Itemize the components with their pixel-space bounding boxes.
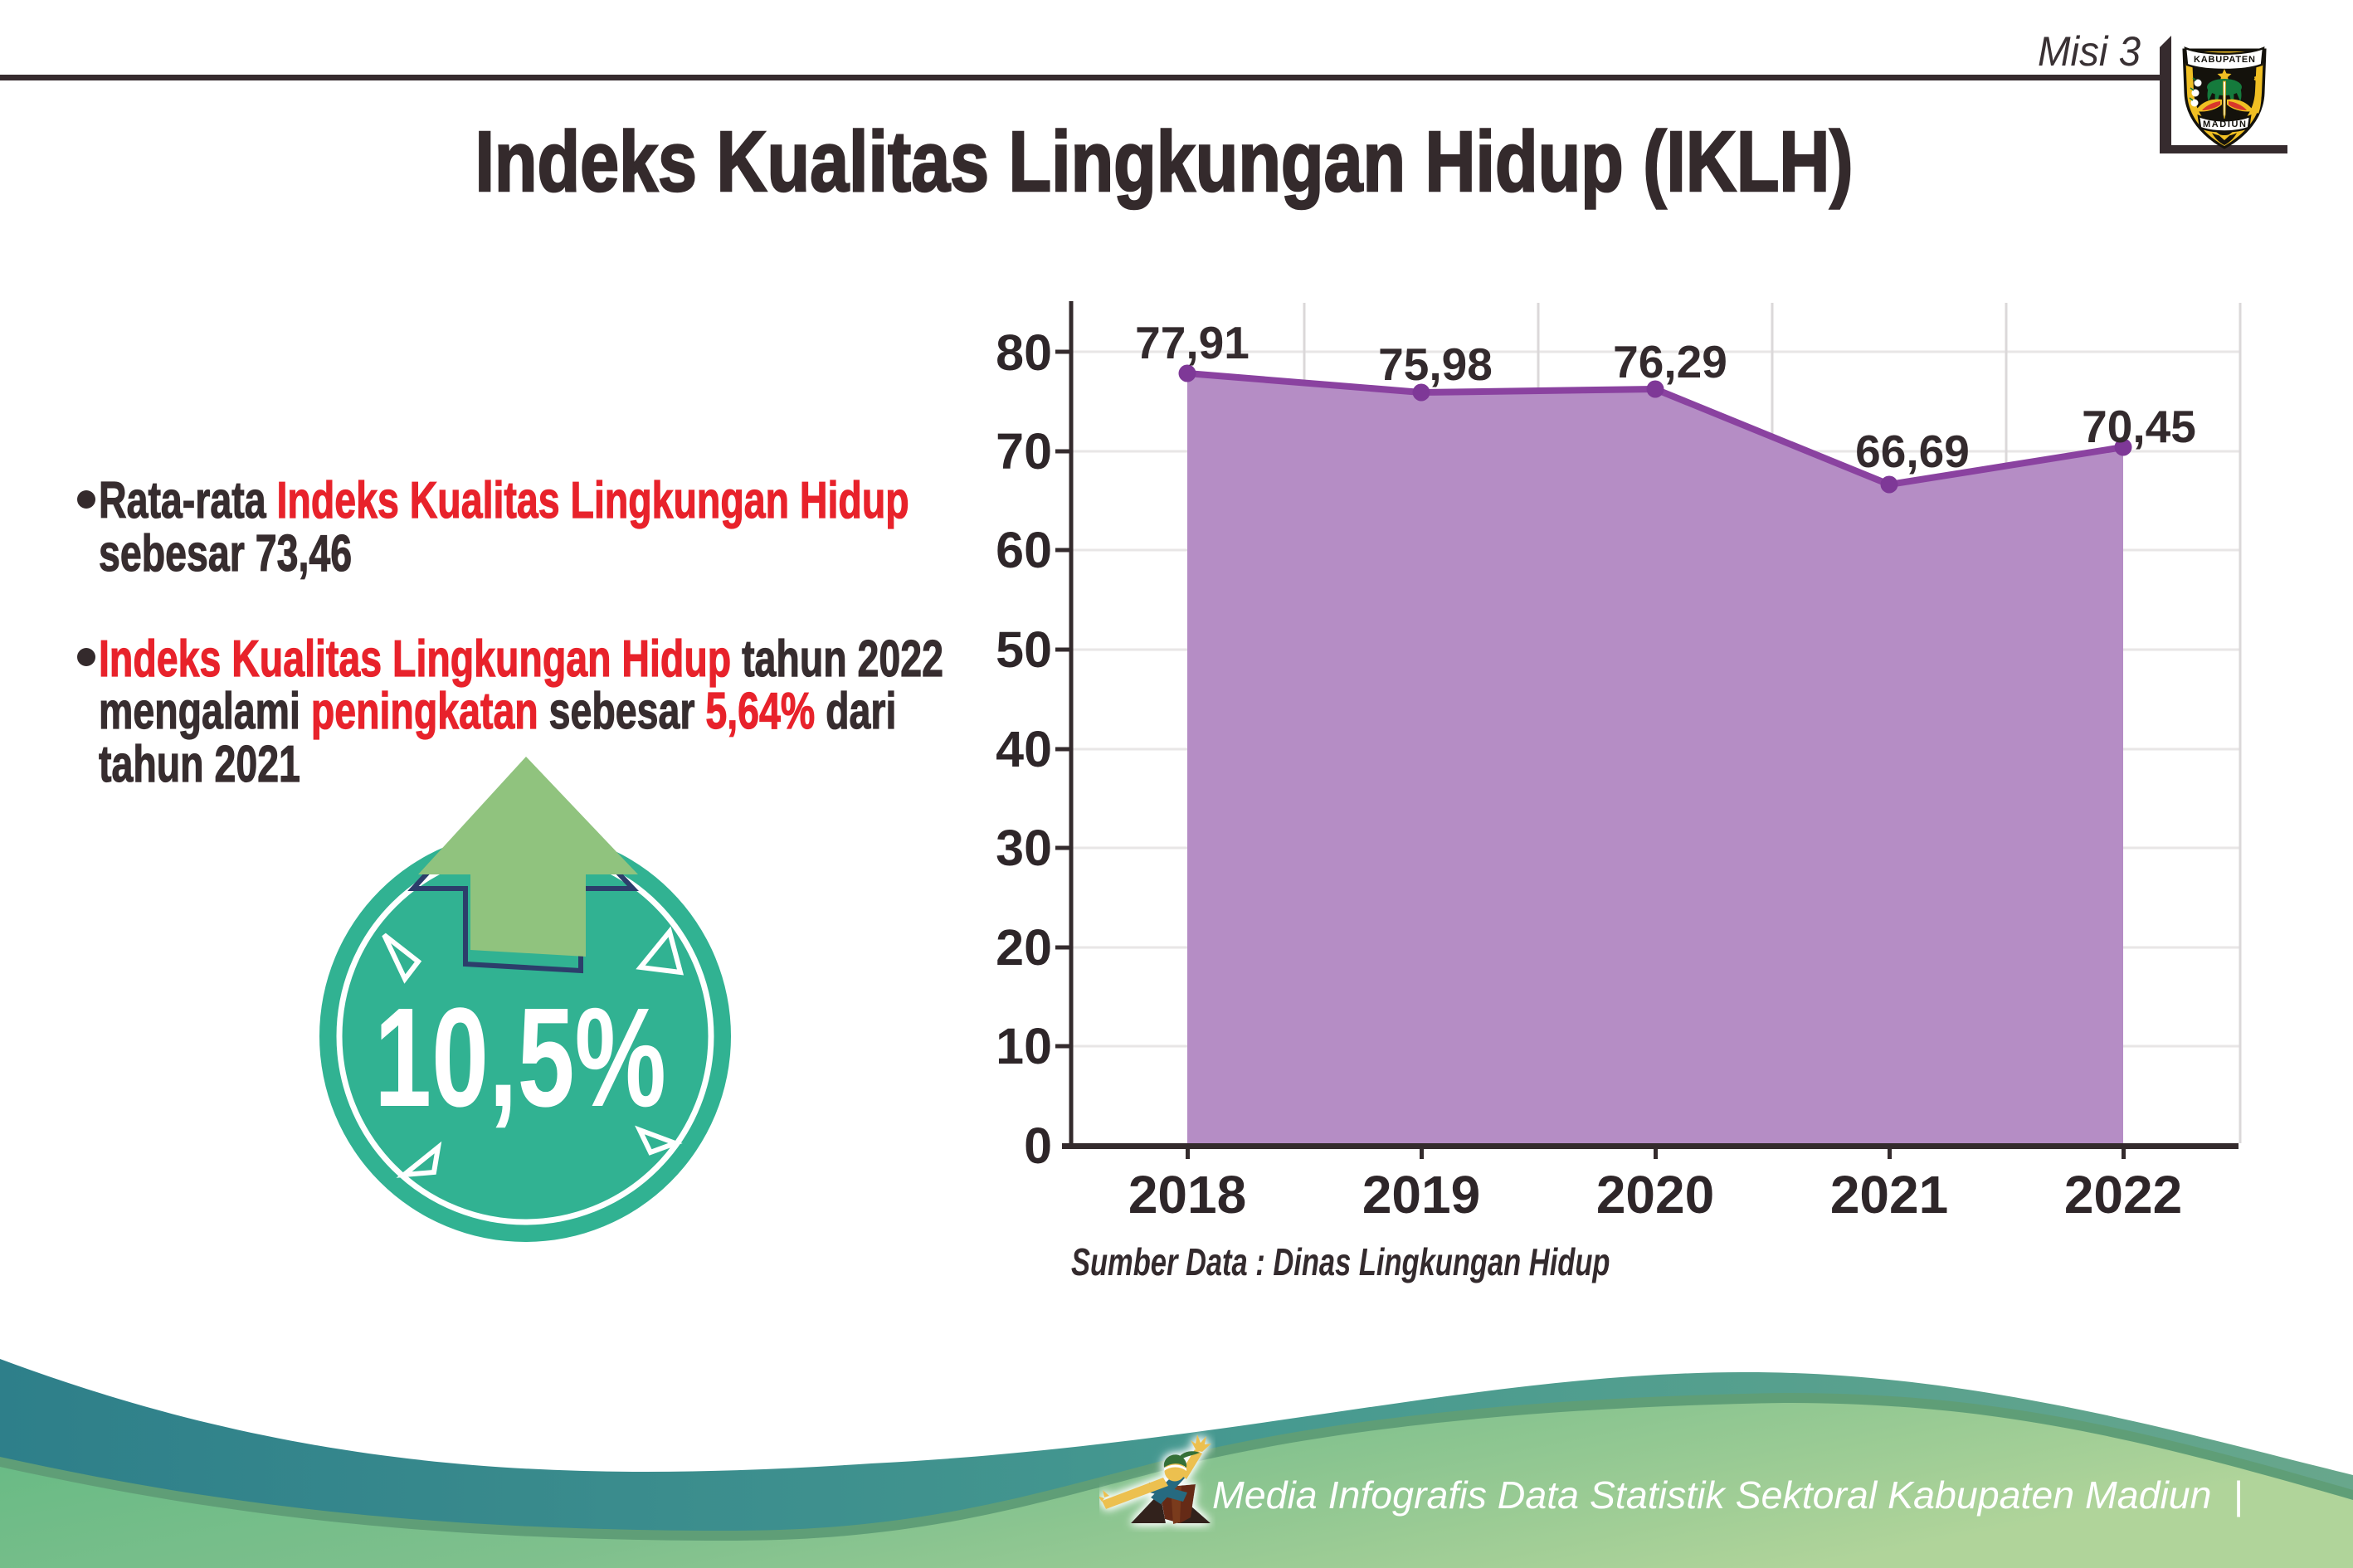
svg-text:50: 50 bbox=[996, 621, 1052, 678]
svg-text:76,29: 76,29 bbox=[1613, 336, 1727, 387]
svg-text:60: 60 bbox=[996, 522, 1052, 578]
svg-text:MADIUN: MADIUN bbox=[2203, 119, 2246, 129]
svg-text:2018: 2018 bbox=[1128, 1165, 1246, 1225]
svg-text:30: 30 bbox=[996, 820, 1052, 876]
svg-text:40: 40 bbox=[996, 721, 1052, 777]
svg-text:2022: 2022 bbox=[2064, 1165, 2182, 1225]
svg-text:77,91: 77,91 bbox=[1135, 317, 1250, 368]
svg-text:Sumber Data : Dinas Lingkungan: Sumber Data : Dinas Lingkungan Hidup bbox=[1071, 1240, 1610, 1283]
svg-text:2021: 2021 bbox=[1830, 1165, 1948, 1225]
svg-text:20: 20 bbox=[996, 919, 1052, 976]
svg-text:KABUPATEN: KABUPATEN bbox=[2194, 55, 2255, 65]
svg-text:80: 80 bbox=[996, 324, 1052, 381]
svg-text:70,45: 70,45 bbox=[2082, 401, 2196, 452]
svg-text:0: 0 bbox=[1024, 1118, 1052, 1174]
svg-text:75,98: 75,98 bbox=[1378, 338, 1493, 390]
svg-text:10: 10 bbox=[996, 1018, 1052, 1074]
svg-text:66,69: 66,69 bbox=[1855, 426, 1970, 477]
svg-text:2020: 2020 bbox=[1596, 1165, 1714, 1225]
svg-text:10,5%: 10,5% bbox=[374, 978, 666, 1137]
svg-text:70: 70 bbox=[996, 423, 1052, 480]
svg-text:2019: 2019 bbox=[1362, 1165, 1480, 1225]
